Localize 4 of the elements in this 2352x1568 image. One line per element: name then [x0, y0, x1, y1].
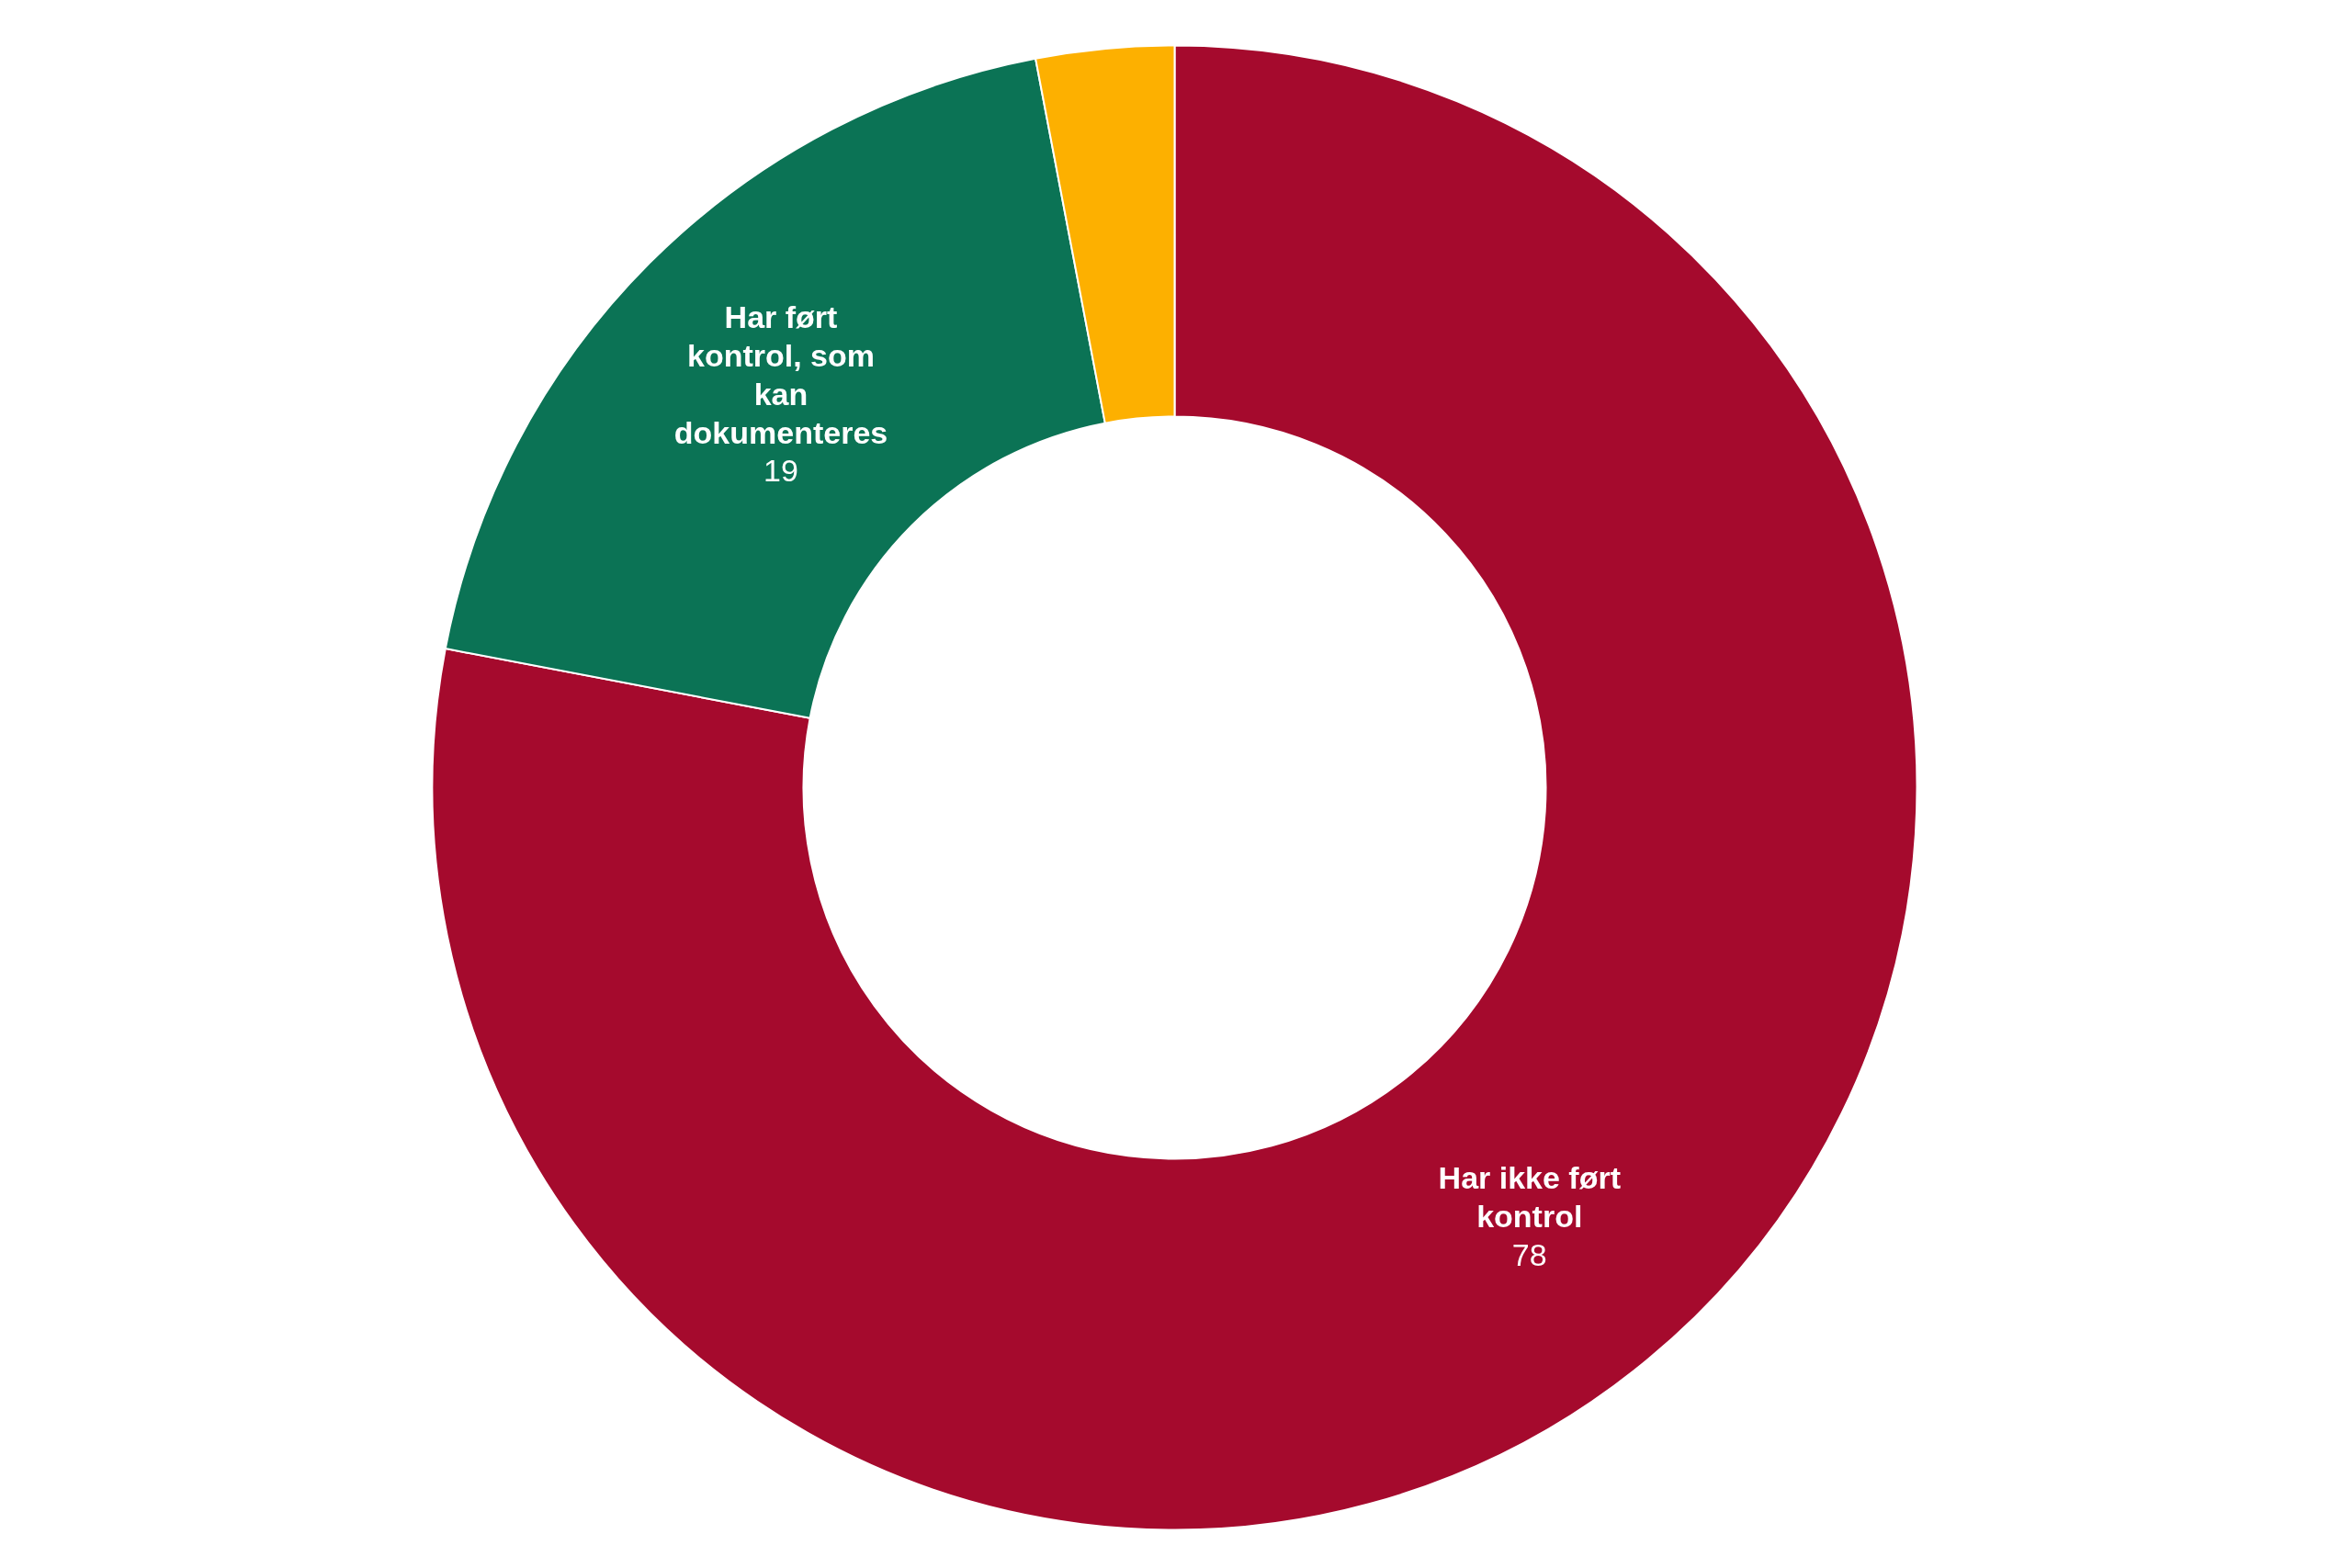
slice-label: Har ikke ført kontrol	[1438, 1160, 1621, 1235]
data-label: 19	[763, 453, 798, 489]
slice-label: Har ført kontrol, som kan dokumenteres	[673, 299, 888, 450]
data-label: 78	[1511, 1236, 1547, 1272]
